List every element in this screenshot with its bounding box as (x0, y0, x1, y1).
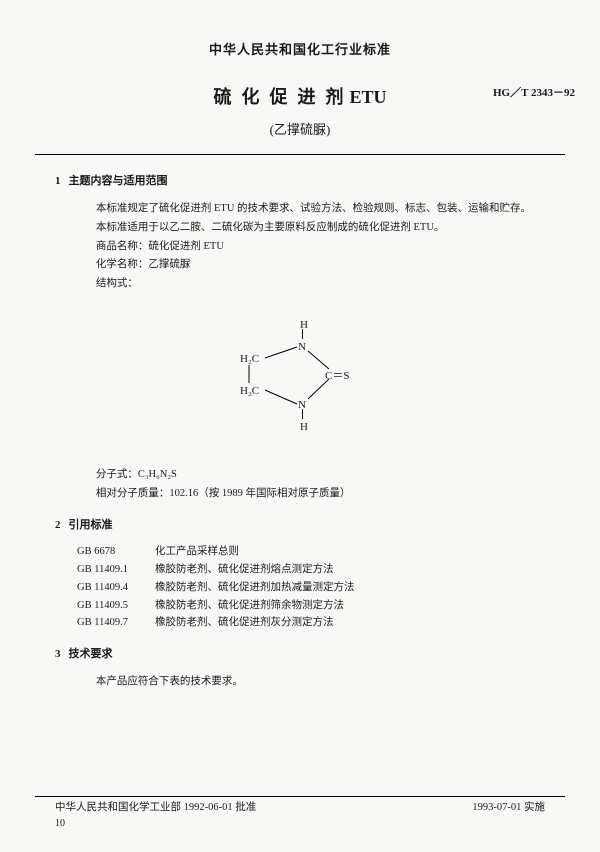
reference-list: GB 6678 化工产品采样总则 GB 11409.1 橡胶防老剂、硫化促进剂熔… (77, 544, 545, 632)
footer-left: 中华人民共和国化学工业部 1992-06-01 批准 (55, 800, 256, 817)
standard-code: HG／T 2343－92 (493, 85, 575, 103)
ref-row: GB 11409.5 橡胶防老剂、硫化促进剂筛余物测定方法 (77, 598, 545, 615)
org-header: 中华人民共和国化工行业标准 (55, 40, 545, 61)
ref-row: GB 11409.4 橡胶防老剂、硫化促进剂加热减量测定方法 (77, 580, 545, 597)
ref-code: GB 11409.5 (77, 598, 155, 615)
document-page: 中华人民共和国化工行业标准 硫化促进剂 ETU HG／T 2343－92 (乙撑… (55, 40, 545, 827)
title-row: 硫化促进剂 ETU HG／T 2343－92 (55, 83, 545, 112)
section-2-heading: 2 引用标准 (55, 517, 545, 535)
molecular-formula-row: 分子式：C₃H₆N₂S (77, 467, 545, 484)
s1-line1-label: 商品名称： (96, 241, 149, 252)
s1-line2-val: 乙撑硫脲 (148, 259, 190, 270)
ref-desc: 橡胶防老剂、硫化促进剂熔点测定方法 (155, 562, 334, 579)
section-1-num: 1 (55, 173, 61, 191)
mass-val: 102.16（按 1989 年国际相对原子质量） (169, 488, 350, 499)
bond-lines (215, 321, 385, 441)
ref-row: GB 6678 化工产品采样总则 (77, 544, 545, 561)
mass-label: 相对分子质量： (96, 488, 170, 499)
section-1-title: 主题内容与适用范围 (69, 175, 168, 187)
ref-code: GB 11409.7 (77, 615, 155, 632)
section-3-title: 技术要求 (69, 648, 113, 660)
ref-row: GB 11409.1 橡胶防老剂、硫化促进剂熔点测定方法 (77, 562, 545, 579)
section-3-heading: 3 技术要求 (55, 646, 545, 664)
chemical-structure-diagram: H N H₂C H₂C N H C＝S (215, 321, 385, 441)
s1-p2: 本标准适用于以乙二胺、二硫化碳为主要原料反应制成的硫化促进剂 ETU。 (77, 220, 545, 237)
main-title-suffix: ETU (349, 83, 386, 112)
footer-right: 1993-07-01 实施 (472, 800, 545, 817)
mol-label: 分子式： (96, 469, 138, 480)
ref-desc: 橡胶防老剂、硫化促进剂筛余物测定方法 (155, 598, 344, 615)
s1-line2-label: 化学名称： (96, 259, 149, 270)
ref-desc: 橡胶防老剂、硫化促进剂灰分测定方法 (155, 615, 334, 632)
s1-p1: 本标准规定了硫化促进剂 ETU 的技术要求、试验方法、检验规则、标志、包装、运输… (77, 201, 545, 218)
ref-desc: 橡胶防老剂、硫化促进剂加热减量测定方法 (155, 580, 355, 597)
molecular-mass-row: 相对分子质量：102.16（按 1989 年国际相对原子质量） (77, 486, 545, 503)
divider-bottom (35, 796, 565, 797)
main-title: 硫化促进剂 (213, 83, 353, 112)
footer-row: 中华人民共和国化学工业部 1992-06-01 批准 1993-07-01 实施 (55, 800, 545, 817)
s1-line2: 化学名称：乙撑硫脲 (77, 257, 545, 274)
section-2-title: 引用标准 (69, 519, 113, 531)
mol-val: C₃H₆N₂S (138, 469, 177, 480)
subtitle: (乙撑硫脲) (55, 120, 545, 141)
ref-code: GB 11409.4 (77, 580, 155, 597)
divider-top (35, 154, 565, 155)
section-2-num: 2 (55, 517, 61, 535)
s3-p1: 本产品应符合下表的技术要求。 (77, 674, 545, 691)
section-1-heading: 1 主题内容与适用范围 (55, 173, 545, 191)
ref-row: GB 11409.7 橡胶防老剂、硫化促进剂灰分测定方法 (77, 615, 545, 632)
section-3-num: 3 (55, 646, 61, 664)
s1-line1-val: 硫化促进剂 ETU (148, 241, 224, 252)
ref-desc: 化工产品采样总则 (155, 544, 239, 561)
page-number: 10 (55, 816, 65, 832)
ref-code: GB 6678 (77, 544, 155, 561)
ref-code: GB 11409.1 (77, 562, 155, 579)
s1-line1: 商品名称：硫化促进剂 ETU (77, 239, 545, 256)
s1-line3: 结构式： (77, 276, 545, 293)
